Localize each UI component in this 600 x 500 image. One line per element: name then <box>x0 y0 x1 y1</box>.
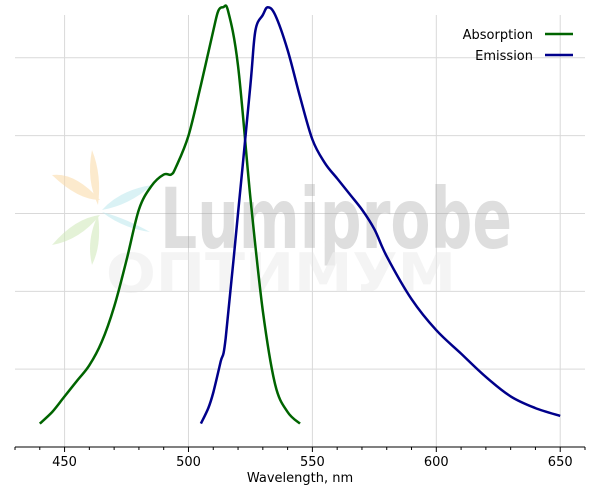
watermark-text-main: Lumiprobe <box>160 170 512 268</box>
series-lines <box>38 4 561 425</box>
x-axis-ticks: 450 500 550 600 650 <box>14 447 586 470</box>
x-tick-label: 600 <box>424 455 449 470</box>
x-tick-label: 550 <box>300 455 325 470</box>
absorption-line <box>38 4 301 425</box>
watermark-petal-orange <box>52 174 100 200</box>
legend-label-emission: Emission <box>475 49 533 64</box>
watermark-logo: Lumiprobe ОПТИМУМ <box>52 150 512 305</box>
legend: Absorption Emission <box>463 28 573 64</box>
watermark-petal-yellow <box>90 150 100 205</box>
grid-lines <box>15 15 585 447</box>
x-tick-label: 650 <box>548 455 573 470</box>
x-tick-label: 450 <box>52 455 77 470</box>
watermark-petal-green <box>52 215 100 245</box>
watermark-text-sub: ОПТИМУМ <box>106 242 456 305</box>
x-tick-label: 500 <box>176 455 201 470</box>
watermark-petal-green-2 <box>90 215 100 265</box>
emission-line <box>199 5 561 425</box>
watermark-petal-cyan <box>102 185 152 232</box>
x-axis-label: Wavelength, nm <box>247 471 353 486</box>
legend-label-absorption: Absorption <box>463 28 533 43</box>
